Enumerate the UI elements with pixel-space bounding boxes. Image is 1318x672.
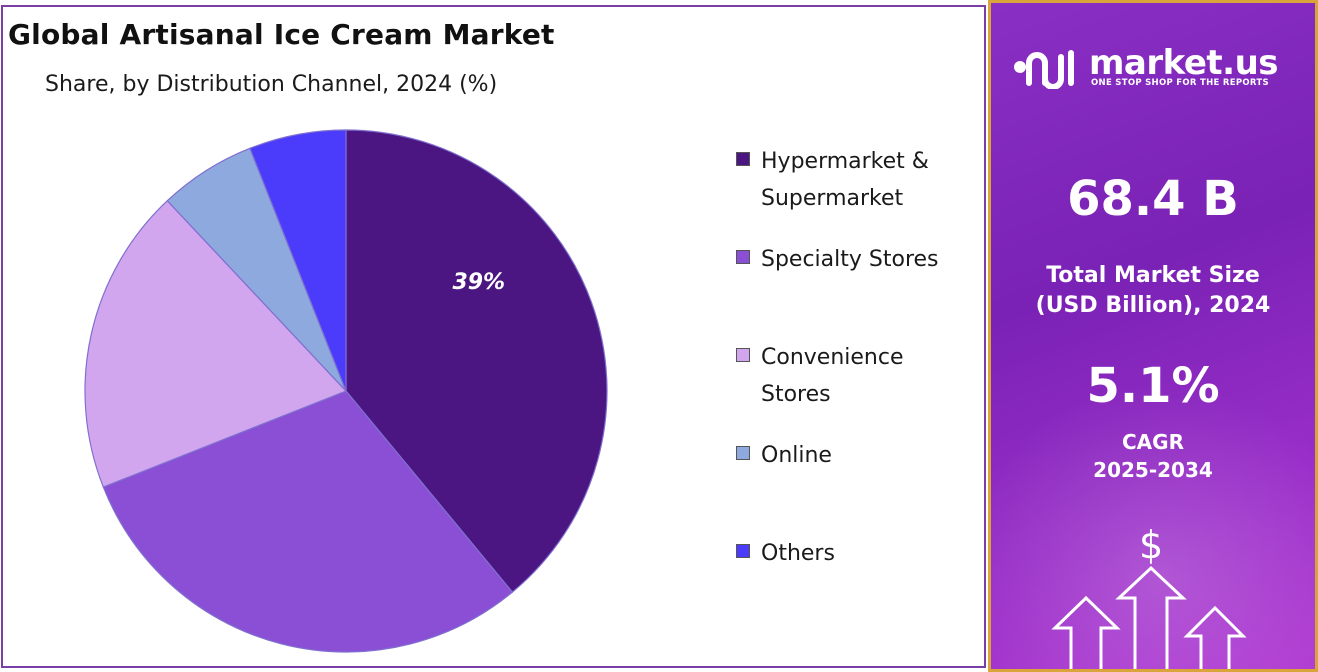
growth-arrows-icon (1051, 565, 1247, 669)
market-size-label-line2: (USD Billion), 2024 (1035, 293, 1271, 318)
pie-data-label: 39% (452, 270, 505, 295)
legend-swatch-online (736, 446, 750, 460)
brand-tagline: ONE STOP SHOP FOR THE REPORTS (1091, 78, 1269, 88)
dollar-icon: $ (1139, 523, 1164, 567)
legend-item-others: Others (736, 535, 976, 572)
legend-swatch-others (736, 544, 750, 558)
pie-slice-convenience-stores (84, 199, 348, 488)
panel-background-glow (991, 383, 1315, 669)
legend-label-specialty: Specialty Stores (761, 247, 939, 272)
cagr-label-line1: CAGR (1122, 430, 1184, 454)
legend-label-convenience: Convenience Stores (761, 345, 904, 407)
brand-name: market.us (1089, 43, 1279, 83)
pie-slice-specialty-stores (102, 390, 514, 653)
brand-header: market.us ONE STOP SHOP FOR THE REPORTS (1011, 43, 1301, 93)
pie-slice-others (249, 129, 347, 392)
legend-item-convenience: Convenience Stores (736, 339, 941, 413)
legend-item-hypermarket: Hypermarket & Supermarket (736, 143, 976, 217)
brand-panel: market.us ONE STOP SHOP FOR THE REPORTS … (988, 0, 1318, 672)
cagr-value: 5.1% (1086, 358, 1220, 414)
legend-item-specialty: Specialty Stores (736, 241, 976, 278)
legend-label-others: Others (761, 541, 835, 566)
legend-label-online: Online (761, 443, 832, 468)
legend-label-hypermarket: Hypermarket & Supermarket (761, 149, 929, 211)
legend-swatch-hypermarket (736, 152, 750, 166)
pie-chart: 39% (84, 129, 608, 653)
chart-title: Global Artisanal Ice Cream Market (8, 18, 555, 51)
market-size-label-line1: Total Market Size (1046, 263, 1260, 288)
chart-subtitle: Share, by Distribution Channel, 2024 (%) (45, 72, 498, 97)
market-us-logo-icon (1014, 50, 1074, 89)
legend-swatch-specialty (736, 250, 750, 264)
cagr-label-line2: 2025-2034 (1093, 458, 1213, 482)
legend-swatch-convenience (736, 348, 750, 362)
pie-slice-hypermarket-supermarket (345, 129, 608, 593)
market-size-value: 68.4 B (1067, 171, 1239, 227)
legend-item-online: Online (736, 437, 976, 474)
legend: Hypermarket & Supermarket Specialty Stor… (736, 0, 986, 672)
